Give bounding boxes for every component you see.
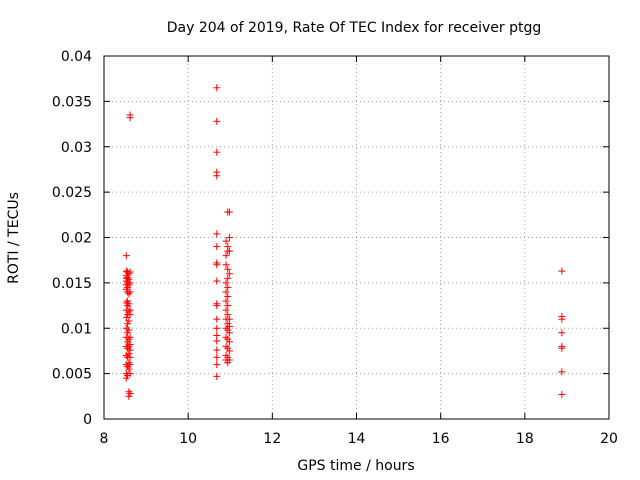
data-point xyxy=(224,283,232,291)
x-axis-label: GPS time / hours xyxy=(297,458,414,474)
x-tick-label: 10 xyxy=(179,431,197,447)
x-tick-label: 20 xyxy=(600,431,618,447)
data-point xyxy=(225,270,233,278)
data-point xyxy=(122,252,130,260)
data-point xyxy=(225,234,233,241)
y-tick-labels: 0 0.005 0.01 0.015 0.02 0.025 0.03 0.035 0.04 xyxy=(52,49,92,428)
data-point xyxy=(222,288,230,296)
data-point xyxy=(222,237,230,245)
x-tick-labels: 8 10 12 14 16 18 20 xyxy=(100,431,618,447)
axis-ticks xyxy=(103,55,610,420)
x-tick-label: 8 xyxy=(100,431,109,447)
grid-lines xyxy=(104,56,609,419)
data-point xyxy=(213,337,221,345)
data-point xyxy=(558,344,566,352)
data-point xyxy=(213,353,221,361)
data-point xyxy=(222,279,230,287)
x-tick-label: 18 xyxy=(516,431,534,447)
data-point xyxy=(224,265,232,273)
y-tick-label: 0.015 xyxy=(52,276,92,292)
data-point xyxy=(558,390,566,398)
x-tick-label: 16 xyxy=(432,431,450,447)
data-point xyxy=(124,302,132,310)
data-point xyxy=(222,306,230,314)
data-point xyxy=(126,279,134,287)
data-point xyxy=(125,365,133,373)
data-point xyxy=(225,356,233,364)
data-point xyxy=(222,333,230,341)
data-point xyxy=(225,247,233,255)
data-point xyxy=(225,208,233,216)
data-point xyxy=(126,390,134,398)
data-point xyxy=(126,370,134,378)
data-point xyxy=(125,335,133,343)
y-tick-label: 0.04 xyxy=(61,49,92,65)
data-point xyxy=(125,290,133,298)
data-point xyxy=(558,329,566,337)
data-points xyxy=(122,84,566,400)
data-point xyxy=(213,261,221,269)
data-point xyxy=(225,329,233,337)
data-point xyxy=(125,350,133,358)
y-tick-label: 0.005 xyxy=(52,367,92,383)
data-point xyxy=(213,243,221,251)
data-point xyxy=(126,361,134,369)
data-point xyxy=(213,117,221,125)
data-point xyxy=(213,172,221,180)
y-tick-label: 0 xyxy=(83,412,92,428)
data-point xyxy=(558,315,566,323)
data-point xyxy=(225,315,233,323)
data-point xyxy=(125,281,133,289)
data-point xyxy=(222,252,230,260)
data-point xyxy=(125,317,133,325)
data-point xyxy=(213,148,221,156)
y-tick-label: 0.03 xyxy=(61,140,92,156)
data-point xyxy=(558,267,566,275)
y-tick-label: 0.035 xyxy=(52,94,92,110)
data-point xyxy=(213,84,221,92)
data-point xyxy=(224,274,232,282)
data-point xyxy=(224,292,232,300)
x-tick-label: 14 xyxy=(348,431,366,447)
data-point xyxy=(126,346,134,354)
y-tick-label: 0.025 xyxy=(52,185,92,201)
data-point xyxy=(213,372,221,380)
y-tick-label: 0.01 xyxy=(61,321,92,337)
y-tick-label: 0.02 xyxy=(61,231,92,247)
data-point xyxy=(213,230,221,238)
data-point xyxy=(213,315,221,323)
data-point xyxy=(224,302,232,310)
data-point xyxy=(224,311,232,319)
data-point xyxy=(225,322,233,330)
data-point xyxy=(225,347,233,355)
data-point xyxy=(126,333,134,341)
data-point xyxy=(222,261,230,269)
data-point xyxy=(213,324,221,332)
data-point xyxy=(126,311,134,319)
data-point xyxy=(225,338,233,346)
y-axis-label: ROTI / TECUs xyxy=(6,192,22,284)
x-tick-label: 12 xyxy=(263,431,281,447)
data-point xyxy=(222,324,230,332)
data-point xyxy=(126,288,134,296)
data-point xyxy=(125,326,133,334)
data-point xyxy=(126,114,134,122)
data-point xyxy=(126,268,134,276)
data-point xyxy=(213,361,221,369)
data-point xyxy=(213,346,221,354)
data-point xyxy=(126,353,134,361)
data-point xyxy=(213,302,221,310)
data-point xyxy=(213,277,221,285)
data-point xyxy=(222,342,230,350)
chart-title: Day 204 of 2019, Rate Of TEC Index for r… xyxy=(167,20,542,36)
data-point xyxy=(125,342,133,350)
data-point xyxy=(125,300,133,308)
data-point xyxy=(125,359,133,367)
data-point xyxy=(222,297,230,305)
data-point xyxy=(558,368,566,376)
